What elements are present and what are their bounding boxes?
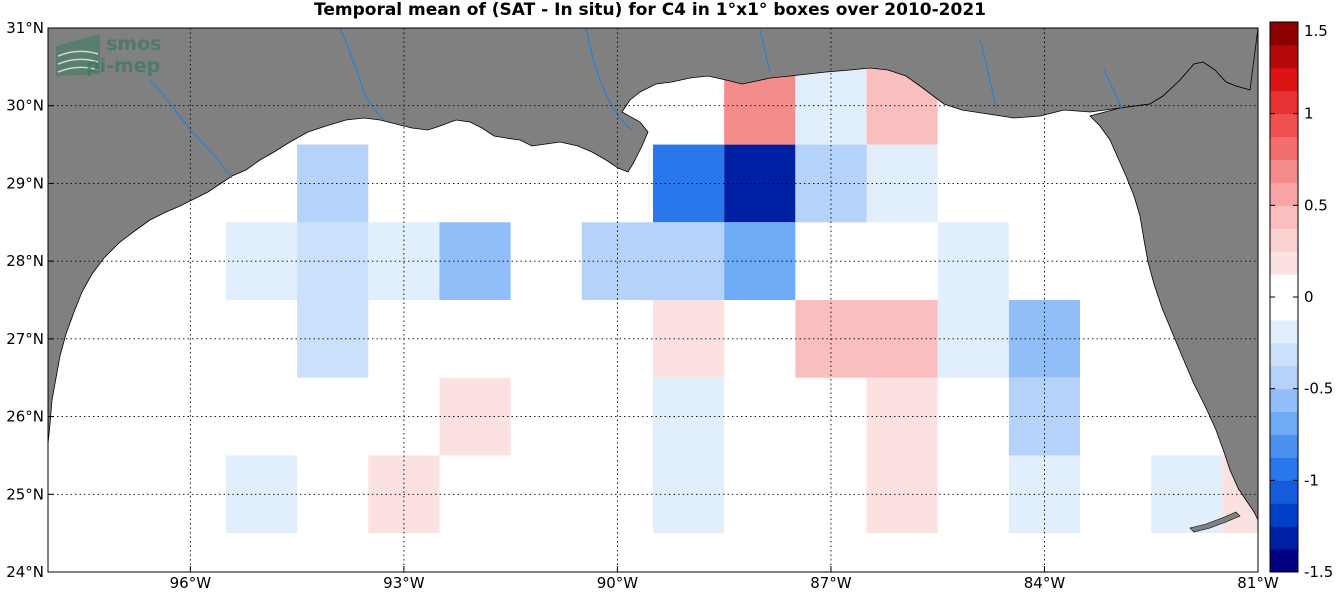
river-florida — [1103, 69, 1123, 111]
smos-pimep-logo: smos pi-mep — [56, 33, 161, 77]
x-tick-label: 90°W — [597, 574, 639, 592]
colorbar-segment — [1270, 480, 1298, 504]
logo-wave-icon — [56, 34, 100, 76]
heatmap-cell — [653, 377, 725, 456]
river-mississippi — [585, 28, 633, 131]
y-tick-label: 30°N — [6, 97, 44, 115]
colorbar-tick-label: 1 — [1304, 105, 1314, 123]
y-tick-label: 27°N — [6, 330, 44, 348]
heatmap-cell — [795, 144, 867, 223]
colorbar-segment — [1270, 251, 1298, 275]
y-tick-label: 31°N — [6, 19, 44, 37]
colorbar-segment — [1270, 319, 1298, 344]
x-tick-label: 84°W — [1024, 574, 1066, 592]
colorbar-segment — [1270, 457, 1298, 481]
colorbar-segment — [1270, 434, 1298, 458]
heatmap-cell — [653, 300, 725, 378]
colorbar-segment — [1270, 182, 1298, 206]
colorbar-segment — [1270, 22, 1298, 46]
logo-wave-lines — [57, 50, 99, 73]
colorbar-segment — [1270, 113, 1298, 138]
y-tick-label: 24°N — [6, 563, 44, 581]
colorbar-segment — [1270, 297, 1298, 321]
plot-frame — [47, 27, 1259, 573]
y-tick-label: 26°N — [6, 408, 44, 426]
colorbar-segment — [1270, 205, 1298, 229]
x-tick-label: 87°W — [810, 574, 852, 592]
y-tick-label: 25°N — [6, 485, 44, 503]
colorbar-segment — [1270, 388, 1298, 413]
colorbar-segment — [1270, 365, 1298, 390]
colorbar-tick-label: -0.5 — [1304, 380, 1333, 398]
colorbar-segment — [1270, 228, 1298, 252]
colorbar-tick-label: 1.5 — [1304, 22, 1328, 40]
logo-text-pimep: pi-mep — [86, 55, 160, 77]
colorbar-segment — [1270, 274, 1298, 298]
heatmap-cell — [439, 222, 511, 300]
colorbar-segment — [1270, 90, 1298, 115]
chart-title: Temporal mean of (SAT - In situ) for C4 … — [314, 0, 986, 20]
colorbar-segment — [1270, 136, 1298, 160]
land-layer — [48, 28, 1258, 533]
heatmap-cell — [653, 144, 725, 223]
colorbar-tick-label: 0.5 — [1304, 196, 1328, 214]
y-axis: 24°N 25°N 26°N 27°N 28°N 29°N 30°N 31°N — [6, 19, 54, 581]
logo-text-smos: smos — [106, 33, 161, 55]
heatmap-cell — [653, 455, 725, 534]
x-axis: 96°W 93°W 90°W 87°W 84°W 81°W — [170, 566, 1279, 592]
colorbar-segment — [1270, 411, 1298, 435]
land-florida — [1089, 28, 1258, 521]
colorbar-segment — [1270, 67, 1298, 92]
florida-keys — [1189, 511, 1241, 533]
river-texas — [149, 79, 233, 179]
heatmap-cell — [225, 222, 298, 300]
colorbar-tick-label: 0 — [1304, 288, 1314, 306]
colorbar-tick-label: -1.5 — [1304, 563, 1333, 581]
heatmap-cell — [1008, 455, 1081, 534]
y-tick-label: 28°N — [6, 252, 44, 270]
colorbar-segment — [1270, 503, 1298, 527]
colorbar-ticks: -1.5 -1 -0.5 0 0.5 1 1.5 — [1270, 21, 1333, 581]
colorbar — [1269, 21, 1299, 573]
colorbar-tick-label: -1 — [1304, 471, 1319, 489]
colorbar-segment — [1270, 526, 1298, 550]
colorbar-segment — [1270, 342, 1298, 367]
x-tick-label: 81°W — [1237, 574, 1279, 592]
y-tick-label: 29°N — [6, 174, 44, 192]
heatmap-cell — [653, 222, 725, 300]
colorbar-segment — [1270, 549, 1298, 573]
heatmap-cell — [937, 222, 1009, 300]
heatmap-cell — [439, 377, 511, 456]
colorbar-segment — [1270, 44, 1298, 69]
colorbar-segment — [1270, 159, 1298, 183]
x-tick-label: 96°W — [170, 574, 212, 592]
heatmap-cell — [225, 455, 298, 534]
heatmap-cell — [937, 300, 1009, 378]
river-alabama — [759, 29, 771, 73]
river-louisiana — [339, 28, 385, 121]
land-north-coast — [48, 28, 1258, 445]
river-florida-panhandle — [979, 39, 997, 109]
x-tick-label: 93°W — [383, 574, 425, 592]
